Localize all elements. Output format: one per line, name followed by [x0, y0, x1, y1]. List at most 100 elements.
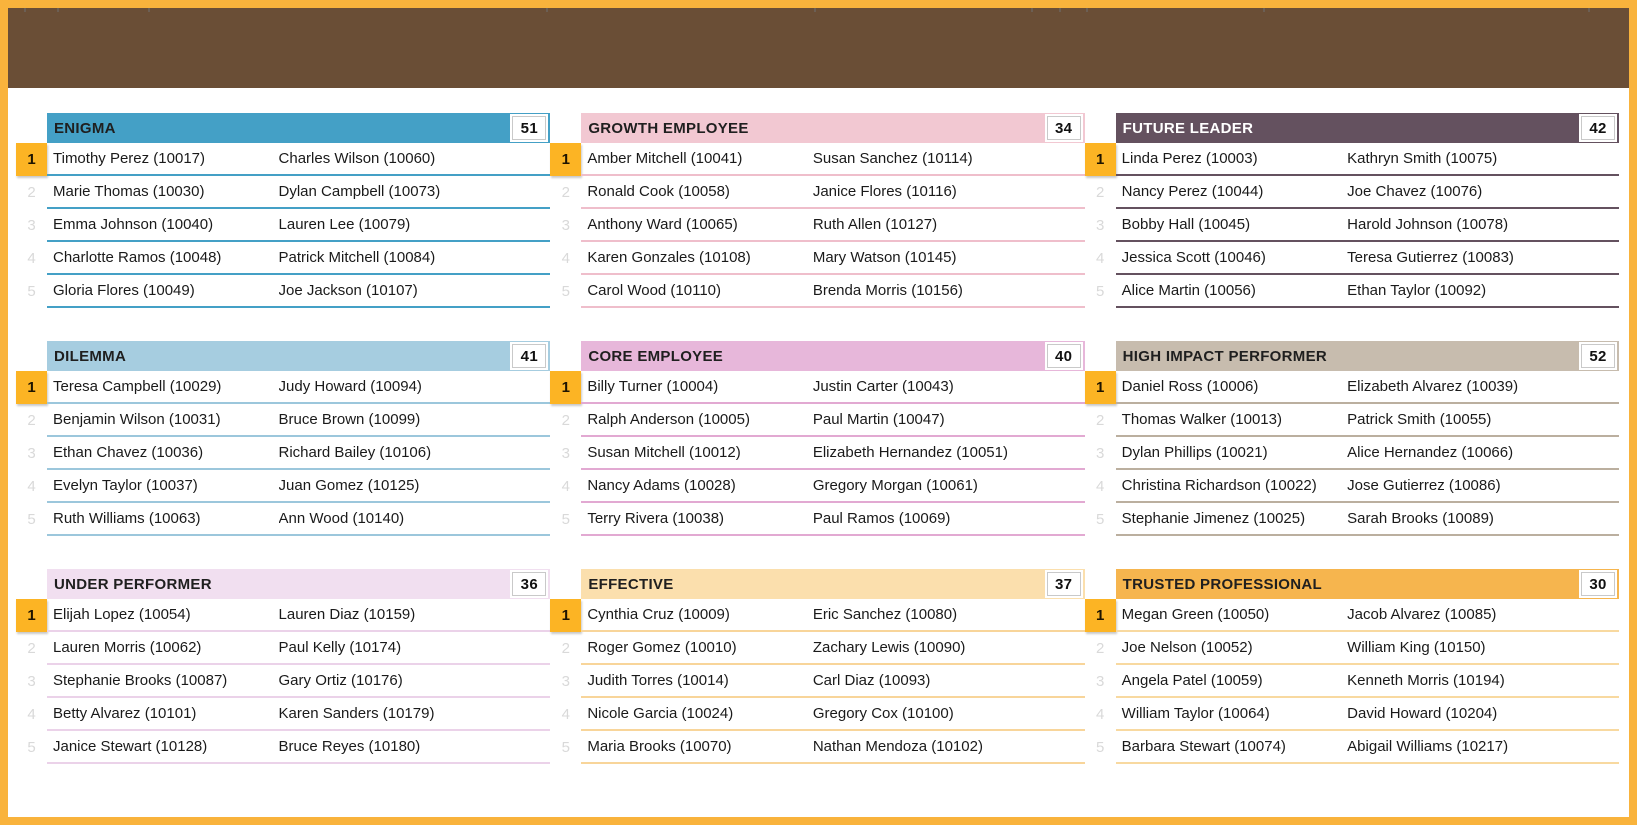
row-number[interactable]: 3 — [27, 217, 36, 234]
member-name-right[interactable]: Mary Watson (10145) — [812, 249, 957, 266]
member-name-right[interactable]: Janice Flores (10116) — [812, 183, 957, 200]
row-number[interactable]: 5 — [27, 283, 36, 300]
row-number-active-badge[interactable]: 1 — [16, 599, 47, 632]
member-name-right[interactable]: Paul Kelly (10174) — [278, 639, 402, 656]
member-name-left[interactable]: Daniel Ross (10006) — [1121, 378, 1259, 395]
row-number[interactable]: 4 — [27, 250, 36, 267]
row-number-active-badge[interactable]: 1 — [1084, 599, 1116, 632]
member-name-left[interactable]: Terry Rivera (10038) — [587, 510, 725, 527]
member-name-left[interactable]: Alice Martin (10056) — [1121, 282, 1256, 299]
member-name-right[interactable]: Jacob Alvarez (10085) — [1347, 606, 1497, 623]
member-name-right[interactable]: Zachary Lewis (10090) — [812, 639, 966, 656]
row-number[interactable]: 4 — [561, 478, 570, 495]
row-number[interactable]: 4 — [561, 250, 570, 267]
row-number[interactable]: 5 — [1095, 739, 1105, 756]
row-number[interactable]: 3 — [1095, 673, 1105, 690]
member-name-left[interactable]: Bobby Hall (10045) — [1121, 216, 1251, 233]
member-name-right[interactable]: Kenneth Morris (10194) — [1347, 672, 1505, 689]
member-name-right[interactable]: Susan Sanchez (10114) — [812, 150, 973, 167]
member-name-right[interactable]: Patrick Smith (10055) — [1347, 411, 1492, 428]
row-number-active-badge[interactable]: 1 — [550, 599, 582, 632]
member-name-right[interactable]: Judy Howard (10094) — [278, 378, 422, 395]
member-name-left[interactable]: Nicole Garcia (10024) — [587, 705, 734, 722]
row-number[interactable]: 2 — [27, 412, 36, 429]
member-name-left[interactable]: Ethan Chavez (10036) — [53, 444, 204, 461]
row-number[interactable]: 2 — [1095, 640, 1105, 657]
row-number-active-badge[interactable]: 1 — [16, 143, 47, 176]
row-number[interactable]: 3 — [1095, 445, 1105, 462]
member-name-left[interactable]: Elijah Lopez (10054) — [53, 606, 191, 623]
member-name-left[interactable]: Cynthia Cruz (10009) — [587, 606, 730, 623]
member-name-left[interactable]: Marie Thomas (10030) — [53, 183, 205, 200]
member-name-right[interactable]: Harold Johnson (10078) — [1347, 216, 1509, 233]
member-name-left[interactable]: Karen Gonzales (10108) — [587, 249, 751, 266]
row-number[interactable]: 5 — [1095, 283, 1105, 300]
row-number[interactable]: 3 — [561, 673, 570, 690]
member-name-right[interactable]: Joe Jackson (10107) — [278, 282, 418, 299]
row-number[interactable]: 2 — [1095, 184, 1105, 201]
row-number[interactable]: 5 — [561, 283, 570, 300]
member-name-left[interactable]: Timothy Perez (10017) — [53, 150, 206, 167]
member-name-right[interactable]: Elizabeth Hernandez (10051) — [812, 444, 1008, 461]
member-name-left[interactable]: Emma Johnson (10040) — [53, 216, 214, 233]
member-name-right[interactable]: Patrick Mitchell (10084) — [278, 249, 436, 266]
row-number[interactable]: 2 — [561, 184, 570, 201]
member-name-right[interactable]: Eric Sanchez (10080) — [812, 606, 958, 623]
row-number-active-badge[interactable]: 1 — [1084, 371, 1116, 404]
member-name-left[interactable]: Barbara Stewart (10074) — [1121, 738, 1286, 755]
member-name-left[interactable]: Ronald Cook (10058) — [587, 183, 730, 200]
member-name-right[interactable]: Karen Sanders (10179) — [278, 705, 435, 722]
row-number-active-badge[interactable]: 1 — [550, 371, 582, 404]
member-name-right[interactable]: Paul Ramos (10069) — [812, 510, 951, 527]
member-name-left[interactable]: Benjamin Wilson (10031) — [53, 411, 221, 428]
member-name-left[interactable]: Teresa Campbell (10029) — [53, 378, 222, 395]
member-name-left[interactable]: Susan Mitchell (10012) — [587, 444, 741, 461]
member-name-right[interactable]: William King (10150) — [1347, 639, 1486, 656]
member-name-left[interactable]: Joe Nelson (10052) — [1121, 639, 1253, 656]
member-name-right[interactable]: Charles Wilson (10060) — [278, 150, 436, 167]
member-name-right[interactable]: Kathryn Smith (10075) — [1347, 150, 1498, 167]
member-name-left[interactable]: Janice Stewart (10128) — [53, 738, 208, 755]
member-name-right[interactable]: Teresa Gutierrez (10083) — [1347, 249, 1514, 266]
member-name-left[interactable]: Evelyn Taylor (10037) — [53, 477, 198, 494]
member-name-left[interactable]: Nancy Perez (10044) — [1121, 183, 1264, 200]
member-name-left[interactable]: Linda Perez (10003) — [1121, 150, 1258, 167]
member-name-left[interactable]: Betty Alvarez (10101) — [53, 705, 197, 722]
member-name-right[interactable]: Sarah Brooks (10089) — [1347, 510, 1494, 527]
member-name-left[interactable]: Dylan Phillips (10021) — [1121, 444, 1268, 461]
row-number[interactable]: 2 — [561, 412, 570, 429]
member-name-left[interactable]: Roger Gomez (10010) — [587, 639, 737, 656]
member-name-left[interactable]: Ruth Williams (10063) — [53, 510, 201, 527]
row-number[interactable]: 5 — [1095, 511, 1105, 528]
member-name-right[interactable]: Gregory Morgan (10061) — [812, 477, 978, 494]
row-number-active-badge[interactable]: 1 — [550, 143, 582, 176]
row-number[interactable]: 3 — [561, 445, 570, 462]
member-name-right[interactable]: Gary Ortiz (10176) — [278, 672, 403, 689]
row-number[interactable]: 5 — [561, 739, 570, 756]
member-name-left[interactable]: Nancy Adams (10028) — [587, 477, 736, 494]
member-name-right[interactable]: Gregory Cox (10100) — [812, 705, 954, 722]
row-number[interactable]: 4 — [27, 478, 36, 495]
member-name-left[interactable]: Stephanie Brooks (10087) — [53, 672, 228, 689]
member-name-right[interactable]: Lauren Diaz (10159) — [278, 606, 416, 623]
member-name-right[interactable]: Joe Chavez (10076) — [1347, 183, 1483, 200]
row-number[interactable]: 4 — [1095, 250, 1105, 267]
member-name-left[interactable]: Lauren Morris (10062) — [53, 639, 202, 656]
member-name-left[interactable]: Maria Brooks (10070) — [587, 738, 732, 755]
row-number[interactable]: 2 — [561, 640, 570, 657]
row-number[interactable]: 3 — [561, 217, 570, 234]
row-number[interactable]: 3 — [27, 445, 36, 462]
member-name-right[interactable]: Justin Carter (10043) — [812, 378, 954, 395]
member-name-right[interactable]: Bruce Reyes (10180) — [278, 738, 421, 755]
member-name-right[interactable]: Paul Martin (10047) — [812, 411, 945, 428]
member-name-right[interactable]: Jose Gutierrez (10086) — [1347, 477, 1501, 494]
member-name-left[interactable]: Judith Torres (10014) — [587, 672, 729, 689]
row-number[interactable]: 2 — [27, 184, 36, 201]
row-number[interactable]: 4 — [561, 706, 570, 723]
row-number-active-badge[interactable]: 1 — [1084, 143, 1116, 176]
row-number[interactable]: 3 — [27, 673, 36, 690]
member-name-left[interactable]: Christina Richardson (10022) — [1121, 477, 1317, 494]
member-name-left[interactable]: Stephanie Jimenez (10025) — [1121, 510, 1306, 527]
member-name-right[interactable]: Ruth Allen (10127) — [812, 216, 938, 233]
member-name-right[interactable]: Ann Wood (10140) — [278, 510, 405, 527]
